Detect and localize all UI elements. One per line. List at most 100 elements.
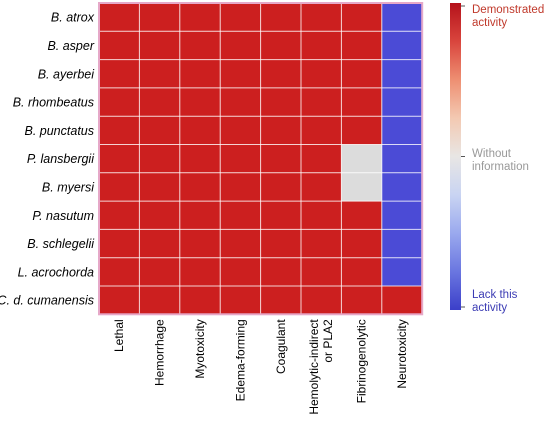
heatmap-cell — [139, 116, 180, 145]
heatmap-cell — [99, 59, 140, 88]
heatmap-cell — [301, 116, 342, 145]
row-label: P. nasutum — [32, 209, 94, 223]
heatmap-cell — [99, 31, 140, 60]
row-label: L. acrochorda — [18, 265, 94, 279]
heatmap-cell — [260, 31, 301, 60]
heatmap-cell — [381, 257, 423, 286]
column-label-line: Myotoxicity — [193, 319, 207, 378]
heatmap-cell — [260, 201, 301, 230]
heatmap-cell — [381, 201, 423, 230]
colorbar-mid-label: information — [472, 161, 529, 173]
heatmap-cell — [99, 229, 140, 258]
row-label: B. asper — [47, 39, 94, 53]
heatmap-cell — [301, 201, 342, 230]
heatmap-cell — [179, 31, 221, 60]
heatmap-cell — [99, 201, 140, 230]
heatmap-cell — [301, 257, 342, 286]
heatmap-cell — [179, 116, 221, 145]
column-label-line: Coagulant — [274, 319, 288, 374]
row-label: P. lansbergii — [27, 152, 95, 166]
heatmap-cell — [260, 144, 301, 173]
heatmap-cell — [341, 116, 382, 145]
heatmap-cell — [341, 31, 382, 60]
heatmap-cell — [220, 286, 261, 315]
column-label: Myotoxicity — [193, 319, 207, 378]
heatmap-cell — [99, 286, 140, 315]
heatmap-cell — [341, 144, 382, 173]
heatmap-cell — [179, 201, 221, 230]
heatmap-cell — [179, 172, 221, 202]
heatmap-cell — [381, 229, 423, 258]
heatmap-cell — [301, 144, 342, 173]
heatmap-cell — [260, 116, 301, 145]
heatmap-cell — [99, 144, 140, 173]
heatmap-cell — [220, 59, 261, 88]
heatmap-cell — [139, 31, 180, 60]
heatmap-cell — [301, 286, 342, 315]
colorbar-low-label: Lack this — [472, 289, 518, 301]
heatmap-cell — [99, 257, 140, 286]
heatmap-cell — [99, 87, 140, 117]
column-label: Hemorrhage — [153, 319, 167, 386]
heatmap-cell — [220, 116, 261, 145]
heatmap-cell — [220, 201, 261, 230]
heatmap-cell — [381, 31, 423, 60]
column-label: Edema-forming — [233, 319, 247, 401]
heatmap-cell — [381, 87, 423, 117]
heatmap-cell — [220, 172, 261, 202]
heatmap-cell — [341, 286, 382, 315]
heatmap-cell — [381, 144, 423, 173]
heatmap-cell — [381, 59, 423, 88]
heatmap-cell — [301, 172, 342, 202]
heatmap-cell — [381, 116, 423, 145]
colorbar-high-label: Demonstrated — [472, 4, 544, 16]
heatmap-cell — [139, 144, 180, 173]
colorbar-mid-label: Without — [472, 148, 512, 160]
heatmap-cell — [381, 172, 423, 202]
colorbar — [450, 3, 461, 310]
heatmap-cell — [220, 31, 261, 60]
heatmap-cell — [341, 3, 382, 32]
row-label: B. atrox — [51, 11, 95, 25]
heatmap-cell — [99, 172, 140, 202]
heatmap-cell — [260, 87, 301, 117]
heatmap-cell — [179, 144, 221, 173]
row-label: B. myersi — [42, 180, 95, 194]
heatmap-border — [98, 2, 424, 316]
heatmap-cell — [341, 229, 382, 258]
heatmap-cell — [139, 286, 180, 315]
column-label: Fibrinogenolytic — [355, 319, 369, 403]
heatmap-cell — [260, 229, 301, 258]
heatmap-cell — [220, 257, 261, 286]
column-label-line: Edema-forming — [233, 319, 247, 401]
heatmap-cell — [341, 257, 382, 286]
heatmap-cell — [139, 3, 180, 32]
heatmap-cell — [260, 257, 301, 286]
column-label-line: Hemorrhage — [153, 319, 167, 386]
heatmap-cell — [260, 59, 301, 88]
column-label: Neurotoxicity — [395, 319, 409, 388]
heatmap-cell — [301, 3, 342, 32]
heatmap-cell — [179, 3, 221, 32]
colorbar-low-label: activity — [472, 302, 507, 314]
column-label-line: or PLA2 — [321, 319, 335, 363]
heatmap-cell — [220, 3, 261, 32]
heatmap-cell — [139, 87, 180, 117]
heatmap-cell — [139, 59, 180, 88]
heatmap-cell — [99, 3, 140, 32]
heatmap-cell — [341, 172, 382, 202]
heatmap-cell — [220, 144, 261, 173]
heatmap-cell — [220, 229, 261, 258]
heatmap-cell — [341, 59, 382, 88]
row-label: C. d. cumanensis — [0, 294, 94, 308]
heatmap-cell — [341, 201, 382, 230]
heatmap-cell — [139, 172, 180, 202]
heatmap-cell — [179, 257, 221, 286]
heatmap-cell — [301, 229, 342, 258]
column-label-line: Neurotoxicity — [395, 319, 409, 388]
column-label-line: Lethal — [112, 319, 126, 352]
heatmap-cell — [381, 286, 423, 315]
heatmap-cell — [99, 116, 140, 145]
row-label: B. ayerbei — [38, 67, 96, 81]
